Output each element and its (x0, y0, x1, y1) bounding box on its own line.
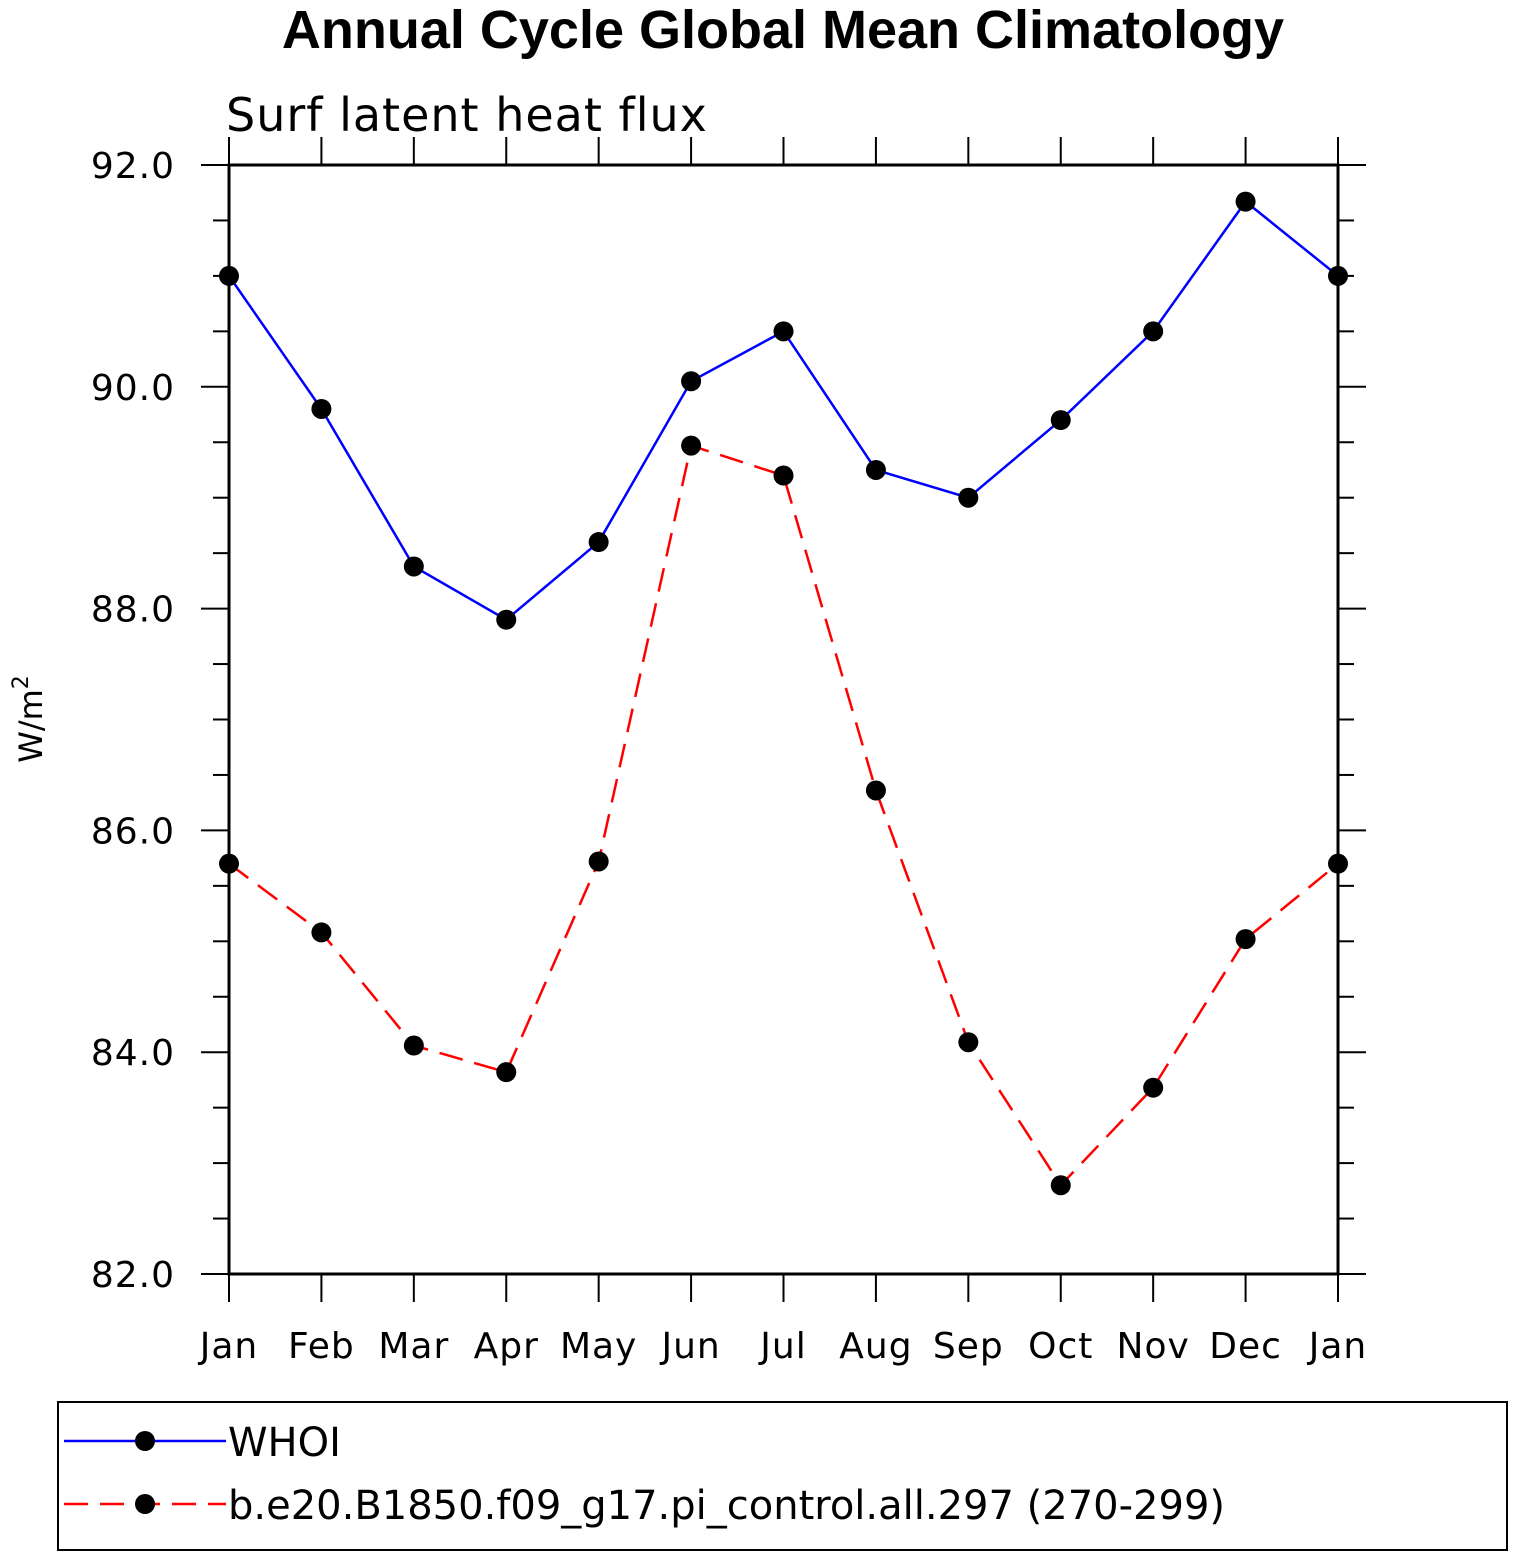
x-tick-label: Nov (1117, 1326, 1190, 1367)
series-2-point (1050, 1175, 1071, 1196)
series-1-point (1328, 265, 1348, 286)
legend-marker-1 (135, 1431, 155, 1451)
x-tick-label: Jan (198, 1326, 259, 1367)
y-tick-label: 88.0 (91, 590, 175, 631)
series-layer (219, 191, 1348, 1196)
axes: 82.0 84.0 86.0 88.0 90.0 92.0 Jan Feb Mar Apr May J… (91, 137, 1368, 1367)
series-1-point (496, 609, 517, 630)
series-1-point (1050, 410, 1071, 431)
x-tick-label: Jan (1307, 1326, 1368, 1367)
series-2-point (681, 435, 702, 456)
series-2-point (403, 1035, 424, 1056)
series-1-point (865, 459, 886, 480)
legend-marker-2 (135, 1494, 155, 1514)
series-2-point (865, 780, 886, 801)
x-tick-label: May (560, 1326, 637, 1367)
x-tick-label: Oct (1028, 1326, 1093, 1367)
series-2-point (219, 853, 239, 874)
legend-label-1: WHOI (228, 1420, 341, 1466)
series-1-point (219, 265, 239, 286)
chart-subtitle: Surf latent heat flux (226, 88, 708, 142)
series-2-point (773, 465, 794, 486)
series-1-point (311, 398, 332, 419)
series-2-point (1143, 1077, 1164, 1098)
series-1-point (403, 556, 424, 577)
y-tick-label: 86.0 (91, 811, 175, 852)
x-tick-label: Dec (1209, 1326, 1282, 1367)
series-line-1 (227, 199, 1339, 622)
x-tick-label: Aug (839, 1326, 912, 1367)
y-axis-label-superscript: 2 (9, 675, 34, 689)
series-2-point (588, 851, 609, 872)
series-2-point (496, 1062, 517, 1083)
series-2-point (958, 1032, 979, 1053)
series-1-point (773, 321, 794, 342)
series-1-point (588, 532, 609, 553)
series-line-2 (228, 443, 1339, 1188)
legend-label-2: b.e20.B1850.f09_g17.pi_control.all.297 (… (228, 1483, 1225, 1529)
y-axis-label-unit: W/m (12, 689, 50, 763)
y-tick-label: 92.0 (91, 146, 175, 187)
y-tick-label: 82.0 (91, 1255, 175, 1296)
x-tick-label: Jul (758, 1326, 806, 1367)
series-2-point (1328, 853, 1348, 874)
series-1-point (958, 487, 979, 508)
series-2-point (1235, 929, 1256, 950)
series-1-point (681, 371, 702, 392)
y-tick-label: 90.0 (91, 368, 175, 409)
x-tick-label: Mar (378, 1326, 449, 1367)
series-1-point (1235, 191, 1256, 212)
series-2-point (311, 922, 332, 943)
chart-title: Annual Cycle Global Mean Climatology (282, 0, 1284, 60)
x-tick-label: Apr (474, 1326, 539, 1367)
y-axis-label: W/m2 (9, 675, 50, 763)
legend: WHOI b.e20.B1850.f09_g17.pi_control.all.2… (57, 1401, 1508, 1551)
x-tick-label: Jun (659, 1326, 720, 1367)
series-1-point (1143, 321, 1164, 342)
y-tick-label: 84.0 (91, 1033, 175, 1074)
legend-box (57, 1401, 1508, 1551)
x-tick-label: Feb (288, 1326, 355, 1367)
x-tick-label: Sep (933, 1326, 1004, 1367)
